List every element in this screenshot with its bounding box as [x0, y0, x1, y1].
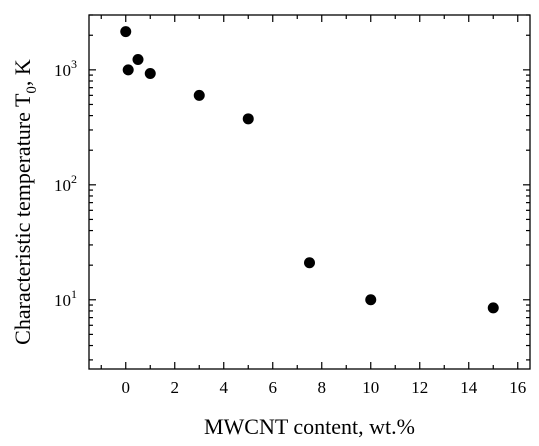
- x-axis-ticks: [100, 15, 519, 369]
- x-axis-title: MWCNT content, wt.%: [204, 414, 415, 439]
- data-point: [144, 67, 156, 79]
- data-point: [242, 113, 254, 125]
- y-tick-label: 102: [54, 172, 77, 195]
- x-tick-label: 6: [269, 378, 278, 397]
- x-axis-tick-labels: 0 2 4 6 8 10 12 14 16: [122, 378, 527, 397]
- data-point: [365, 294, 377, 306]
- x-tick-label: 0: [122, 378, 131, 397]
- x-tick-label: 8: [318, 378, 327, 397]
- x-tick-label: 10: [362, 378, 379, 397]
- y-tick-label: 101: [54, 287, 77, 310]
- y-axis-tick-labels: 101 102 103: [54, 57, 77, 310]
- y-axis-title: Characteristic temperature T0, K: [10, 59, 40, 345]
- x-tick-label: 2: [171, 378, 180, 397]
- data-point: [193, 89, 205, 101]
- data-points: [120, 26, 499, 314]
- y-axis-title-main: Characteristic temperature T: [10, 93, 35, 345]
- data-point: [132, 54, 144, 66]
- data-point: [304, 257, 315, 269]
- plot-frame: [88, 14, 531, 370]
- x-tick-label: 16: [509, 378, 526, 397]
- y-axis-title-suffix: , K: [10, 59, 35, 86]
- data-point: [120, 26, 132, 38]
- x-tick-label: 14: [460, 378, 478, 397]
- x-tick-label: 12: [411, 378, 428, 397]
- data-point: [122, 64, 134, 76]
- x-tick-label: 4: [220, 378, 229, 397]
- y-axis-ticks: [89, 14, 530, 361]
- y-axis-title-subscript: 0: [24, 86, 40, 94]
- data-point: [487, 302, 499, 314]
- y-tick-label: 103: [54, 57, 77, 80]
